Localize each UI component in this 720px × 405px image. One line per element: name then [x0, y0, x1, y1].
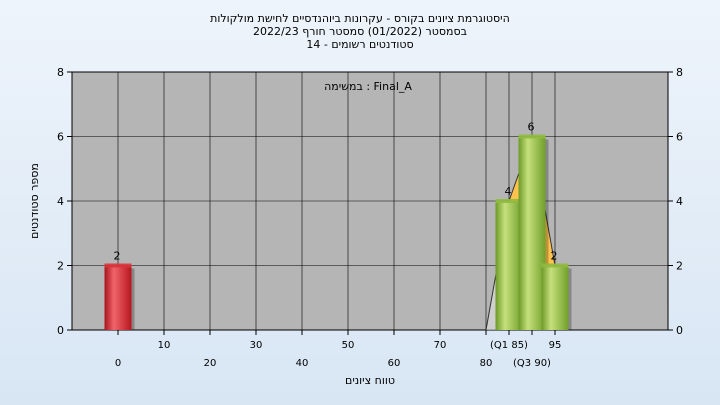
bars-group [104, 134, 572, 330]
bar-value-label: 4 [505, 185, 512, 198]
y-tick-label-right: 4 [676, 195, 683, 208]
y-tick-label-right: 6 [676, 131, 683, 144]
y-tick-label-right: 8 [676, 66, 683, 79]
y-tick-label-left: 8 [57, 66, 64, 79]
x-tick-label: (Q1 85) [490, 340, 528, 351]
x-tick-label: 40 [296, 358, 309, 369]
chart-title-line-2: בסמסטר (01/2022) סמסטר חורף 2022/23 [253, 25, 467, 38]
y-tick-label-left: 0 [57, 324, 64, 337]
y-axis-label: מספר סטודנטים [28, 163, 41, 239]
x-tick-label: 30 [250, 340, 263, 351]
x-tick-label: 70 [434, 340, 447, 351]
histogram-bar [518, 136, 546, 330]
y-tick-label-right: 2 [676, 260, 683, 273]
y-tick-label-left: 2 [57, 260, 64, 273]
chart-title-line-1: היסטוגרמת ציונים בקורס - עקרונות ביוהנדס… [210, 12, 510, 25]
chart-annotation: במשימה : Final_A [324, 80, 412, 93]
y-tick-label-right: 0 [676, 324, 683, 337]
y-tick-label-left: 4 [57, 195, 64, 208]
chart-title-line-3: סטודנטים רשומים - 14 [306, 38, 414, 51]
bar-cap [104, 263, 132, 268]
x-tick-label: 10 [158, 340, 171, 351]
bar-cap [541, 263, 569, 268]
bar-value-label: 6 [528, 121, 535, 134]
bar-cap [518, 134, 546, 139]
bar-value-label: 2 [551, 250, 558, 263]
histogram-bar [104, 265, 132, 330]
histogram-bar [495, 201, 523, 330]
x-axis-label: טווח ציונים [345, 374, 395, 387]
x-tick-label: 20 [204, 358, 217, 369]
x-tick-label: (Q3 90) [513, 358, 551, 369]
y-tick-label-left: 6 [57, 131, 64, 144]
bar-value-label: 2 [114, 250, 121, 263]
grid-lines [67, 71, 673, 335]
bar-cap [495, 199, 523, 203]
x-tick-label: 60 [388, 358, 401, 369]
x-tick-label: 95 [549, 340, 562, 351]
histogram-bar [541, 265, 569, 330]
x-tick-label: 0 [115, 358, 121, 369]
x-tick-label: 80 [480, 358, 493, 369]
x-tick-label: 50 [342, 340, 355, 351]
